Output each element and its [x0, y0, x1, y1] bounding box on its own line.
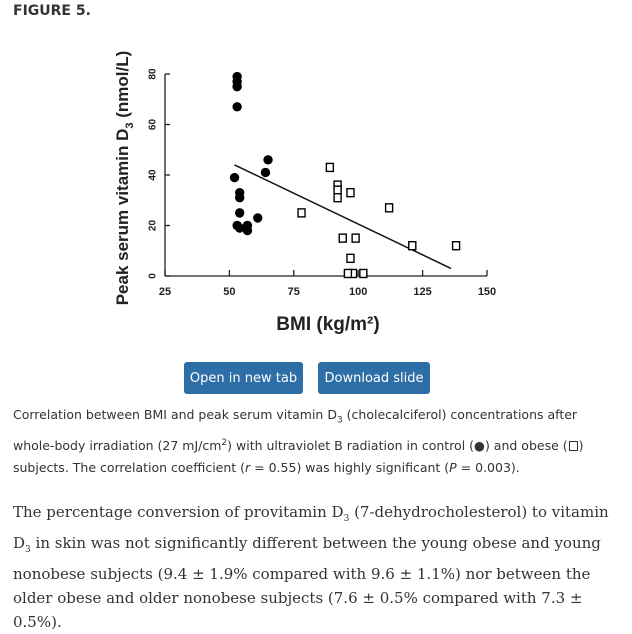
- caption-sup-2: 2: [221, 437, 228, 448]
- control-point: [253, 213, 263, 223]
- caption-text-4: ) and obese (: [484, 437, 568, 453]
- obese-point: [333, 185, 342, 195]
- open-in-new-tab-button[interactable]: Open in new tab: [184, 362, 303, 394]
- y-tick-label: 40: [148, 169, 159, 181]
- x-tick-label: 100: [349, 286, 367, 298]
- download-slide-button[interactable]: Download slide: [318, 362, 430, 394]
- paragraph-text-1: The percentage conversion of provitamin …: [13, 503, 344, 521]
- control-point: [235, 193, 245, 203]
- caption-p-value: = 0.003).: [456, 459, 520, 475]
- obese-point: [384, 203, 394, 213]
- caption-text-2: (cholecalciferol) concentrations after w…: [13, 407, 578, 453]
- figure-caption: Correlation between BMI and peak serum v…: [13, 404, 613, 479]
- control-point: [263, 155, 273, 165]
- chart-marks: [229, 71, 461, 279]
- paragraph-text-3: in skin was not significantly different …: [13, 534, 601, 631]
- caption-text-1: Correlation between BMI and peak serum v…: [13, 407, 337, 422]
- obese-point: [343, 268, 353, 279]
- figure-label: FIGURE 5.: [13, 3, 91, 19]
- scatter-chart: 0 20 40 60 80 25 50 75 100 125 150 BMI (kg/m²) Pea…: [113, 51, 497, 335]
- y-axis-label-main: Peak serum vitamin D: [113, 129, 132, 306]
- x-tick-label: 75: [288, 286, 300, 298]
- obese-point: [351, 233, 360, 243]
- x-tick-label: 50: [223, 286, 235, 298]
- control-symbol: ●: [474, 437, 485, 453]
- caption-text-5: ) subjects. The correlation coefficient …: [13, 437, 584, 475]
- chart-axes: [164, 74, 487, 277]
- caption-r-variable: r: [245, 459, 251, 475]
- obese-point: [346, 253, 355, 264]
- x-tick-label: 25: [159, 286, 171, 298]
- obese-point: [359, 268, 368, 279]
- obese-point: [408, 240, 417, 251]
- y-axis-label: Peak serum vitamin D3 (nmol/L): [113, 51, 136, 306]
- obese-point: [338, 233, 347, 243]
- control-point: [232, 102, 242, 112]
- body-paragraph: The percentage conversion of provitamin …: [13, 500, 618, 634]
- y-tick-label: 20: [148, 220, 159, 232]
- control-point: [260, 167, 271, 178]
- caption-sub-3: 3: [336, 415, 343, 426]
- y-tick-label: 60: [148, 119, 159, 131]
- paragraph-text-2: (7-dehydrocholesterol) to vitamin D: [13, 503, 609, 552]
- obese-symbol-icon: [568, 441, 578, 452]
- paragraph-sub-2: 3: [25, 545, 31, 555]
- y-tick-label: 80: [148, 68, 159, 80]
- obese-point: [333, 193, 342, 203]
- control-point: [242, 220, 253, 231]
- paragraph-sub-1: 3: [343, 514, 350, 524]
- control-point: [229, 172, 240, 183]
- regression-line: [234, 164, 452, 270]
- y-axis-label-units: (nmol/L): [113, 51, 132, 123]
- caption-text-3: ) with ultraviolet B radiation in contro…: [227, 437, 475, 453]
- obese-point: [346, 187, 355, 198]
- chart-ticks: 0 20 40 60 80 25 50 75 100 125 150: [148, 68, 497, 298]
- control-point: [235, 223, 245, 233]
- obese-point: [451, 240, 461, 251]
- control-point: [232, 81, 242, 92]
- x-tick-label: 125: [413, 286, 431, 298]
- x-axis-label: BMI (kg/m²): [276, 314, 379, 335]
- caption-r-value: = 0.55) was highly significant (: [250, 459, 450, 475]
- control-point: [235, 208, 245, 218]
- obese-point: [297, 208, 306, 218]
- x-tick-label: 150: [478, 286, 496, 298]
- y-tick-label: 0: [148, 273, 159, 279]
- caption-p-variable: P: [449, 459, 457, 475]
- obese-point: [325, 162, 335, 173]
- y-axis-label-sub: 3: [124, 122, 136, 128]
